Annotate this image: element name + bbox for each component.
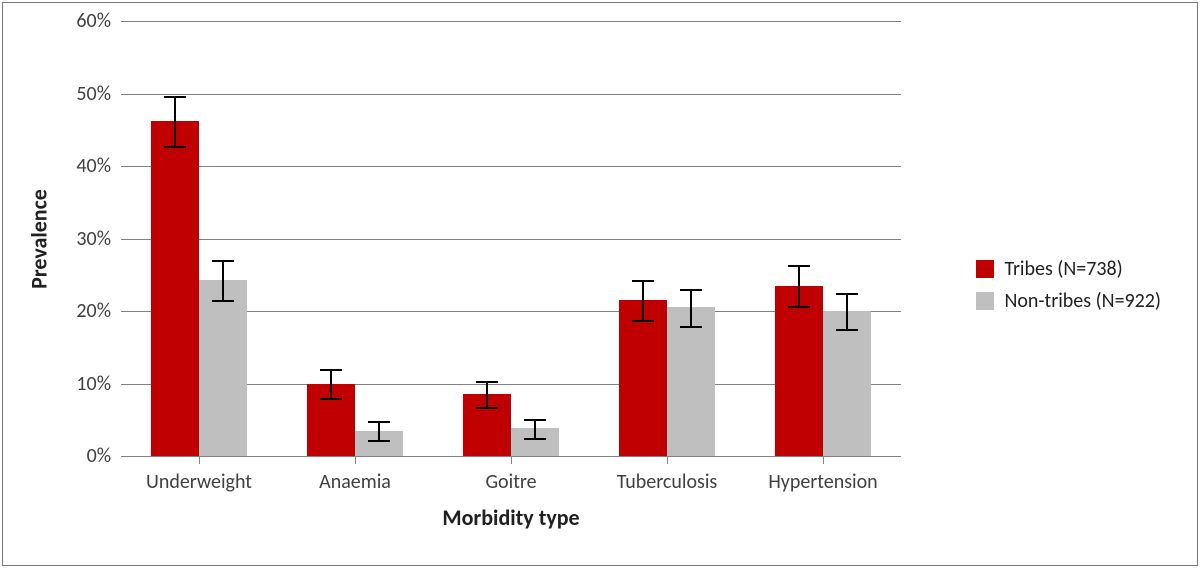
- error-bar-cap: [368, 440, 390, 442]
- error-bar-cap: [680, 326, 702, 328]
- bar: [775, 286, 823, 456]
- error-bar-cap: [788, 306, 810, 308]
- error-bar-cap: [212, 260, 234, 262]
- error-bar-stem: [222, 260, 224, 301]
- x-tick-label: Goitre: [485, 456, 536, 494]
- y-tick-label: 0%: [87, 444, 121, 468]
- error-bar-stem: [798, 265, 800, 306]
- error-bar-cap: [836, 293, 858, 295]
- y-tick-label: 30%: [76, 227, 121, 251]
- error-bar-cap: [164, 96, 186, 98]
- bar: [199, 280, 247, 456]
- bar: [619, 300, 667, 456]
- error-bar-stem: [174, 96, 176, 147]
- legend-item: Tribes (N=738): [976, 257, 1161, 281]
- legend-swatch: [976, 260, 994, 278]
- y-tick-label: 50%: [76, 82, 121, 106]
- x-tick-label: Tuberculosis: [617, 456, 718, 494]
- gridline: [121, 21, 901, 22]
- x-axis-title: Morbidity type: [442, 504, 579, 531]
- error-bar-stem: [846, 293, 848, 329]
- x-tick-label: Hypertension: [768, 456, 877, 494]
- error-bar-cap: [836, 329, 858, 331]
- error-bar-cap: [524, 419, 546, 421]
- y-tick-label: 20%: [76, 299, 121, 323]
- legend-swatch: [976, 292, 994, 310]
- y-tick-label: 10%: [76, 372, 121, 396]
- y-tick-label: 40%: [76, 154, 121, 178]
- error-bar-stem: [534, 419, 536, 438]
- error-bar-cap: [368, 421, 390, 423]
- chart-wrap: 0% 10% 20% 30% 40% 50% 60% Underweight Anaemia Go…: [11, 11, 1191, 559]
- error-bar-stem: [378, 421, 380, 440]
- gridline: [121, 166, 901, 167]
- error-bar-cap: [632, 280, 654, 282]
- legend-item: Non-tribes (N=922): [976, 289, 1161, 313]
- bar: [151, 121, 199, 456]
- error-bar-cap: [788, 265, 810, 267]
- chart-outer-frame: 0% 10% 20% 30% 40% 50% 60% Underweight Anaemia Go…: [2, 2, 1198, 566]
- error-bar-stem: [486, 381, 488, 407]
- error-bar-cap: [476, 407, 498, 409]
- y-axis-title: Prevalence: [26, 189, 53, 289]
- legend-label: Tribes (N=738): [1004, 257, 1122, 281]
- error-bar-cap: [680, 289, 702, 291]
- bar: [823, 311, 871, 456]
- error-bar-cap: [320, 369, 342, 371]
- error-bar-cap: [164, 146, 186, 148]
- legend: Tribes (N=738) Non-tribes (N=922): [976, 249, 1161, 321]
- x-tick-label: Underweight: [146, 456, 252, 494]
- error-bar-stem: [642, 280, 644, 321]
- error-bar-cap: [476, 381, 498, 383]
- error-bar-stem: [690, 289, 692, 325]
- x-tick-label: Anaemia: [319, 456, 391, 494]
- plot-area: 0%10%20%30%40%50%60%UnderweightAnaemiaGo…: [121, 21, 901, 456]
- gridline: [121, 239, 901, 240]
- bar: [667, 307, 715, 456]
- error-bar-cap: [524, 438, 546, 440]
- error-bar-cap: [320, 398, 342, 400]
- error-bar-stem: [330, 369, 332, 398]
- gridline: [121, 94, 901, 95]
- y-tick-label: 60%: [76, 9, 121, 33]
- error-bar-cap: [632, 320, 654, 322]
- error-bar-cap: [212, 300, 234, 302]
- legend-label: Non-tribes (N=922): [1004, 289, 1161, 313]
